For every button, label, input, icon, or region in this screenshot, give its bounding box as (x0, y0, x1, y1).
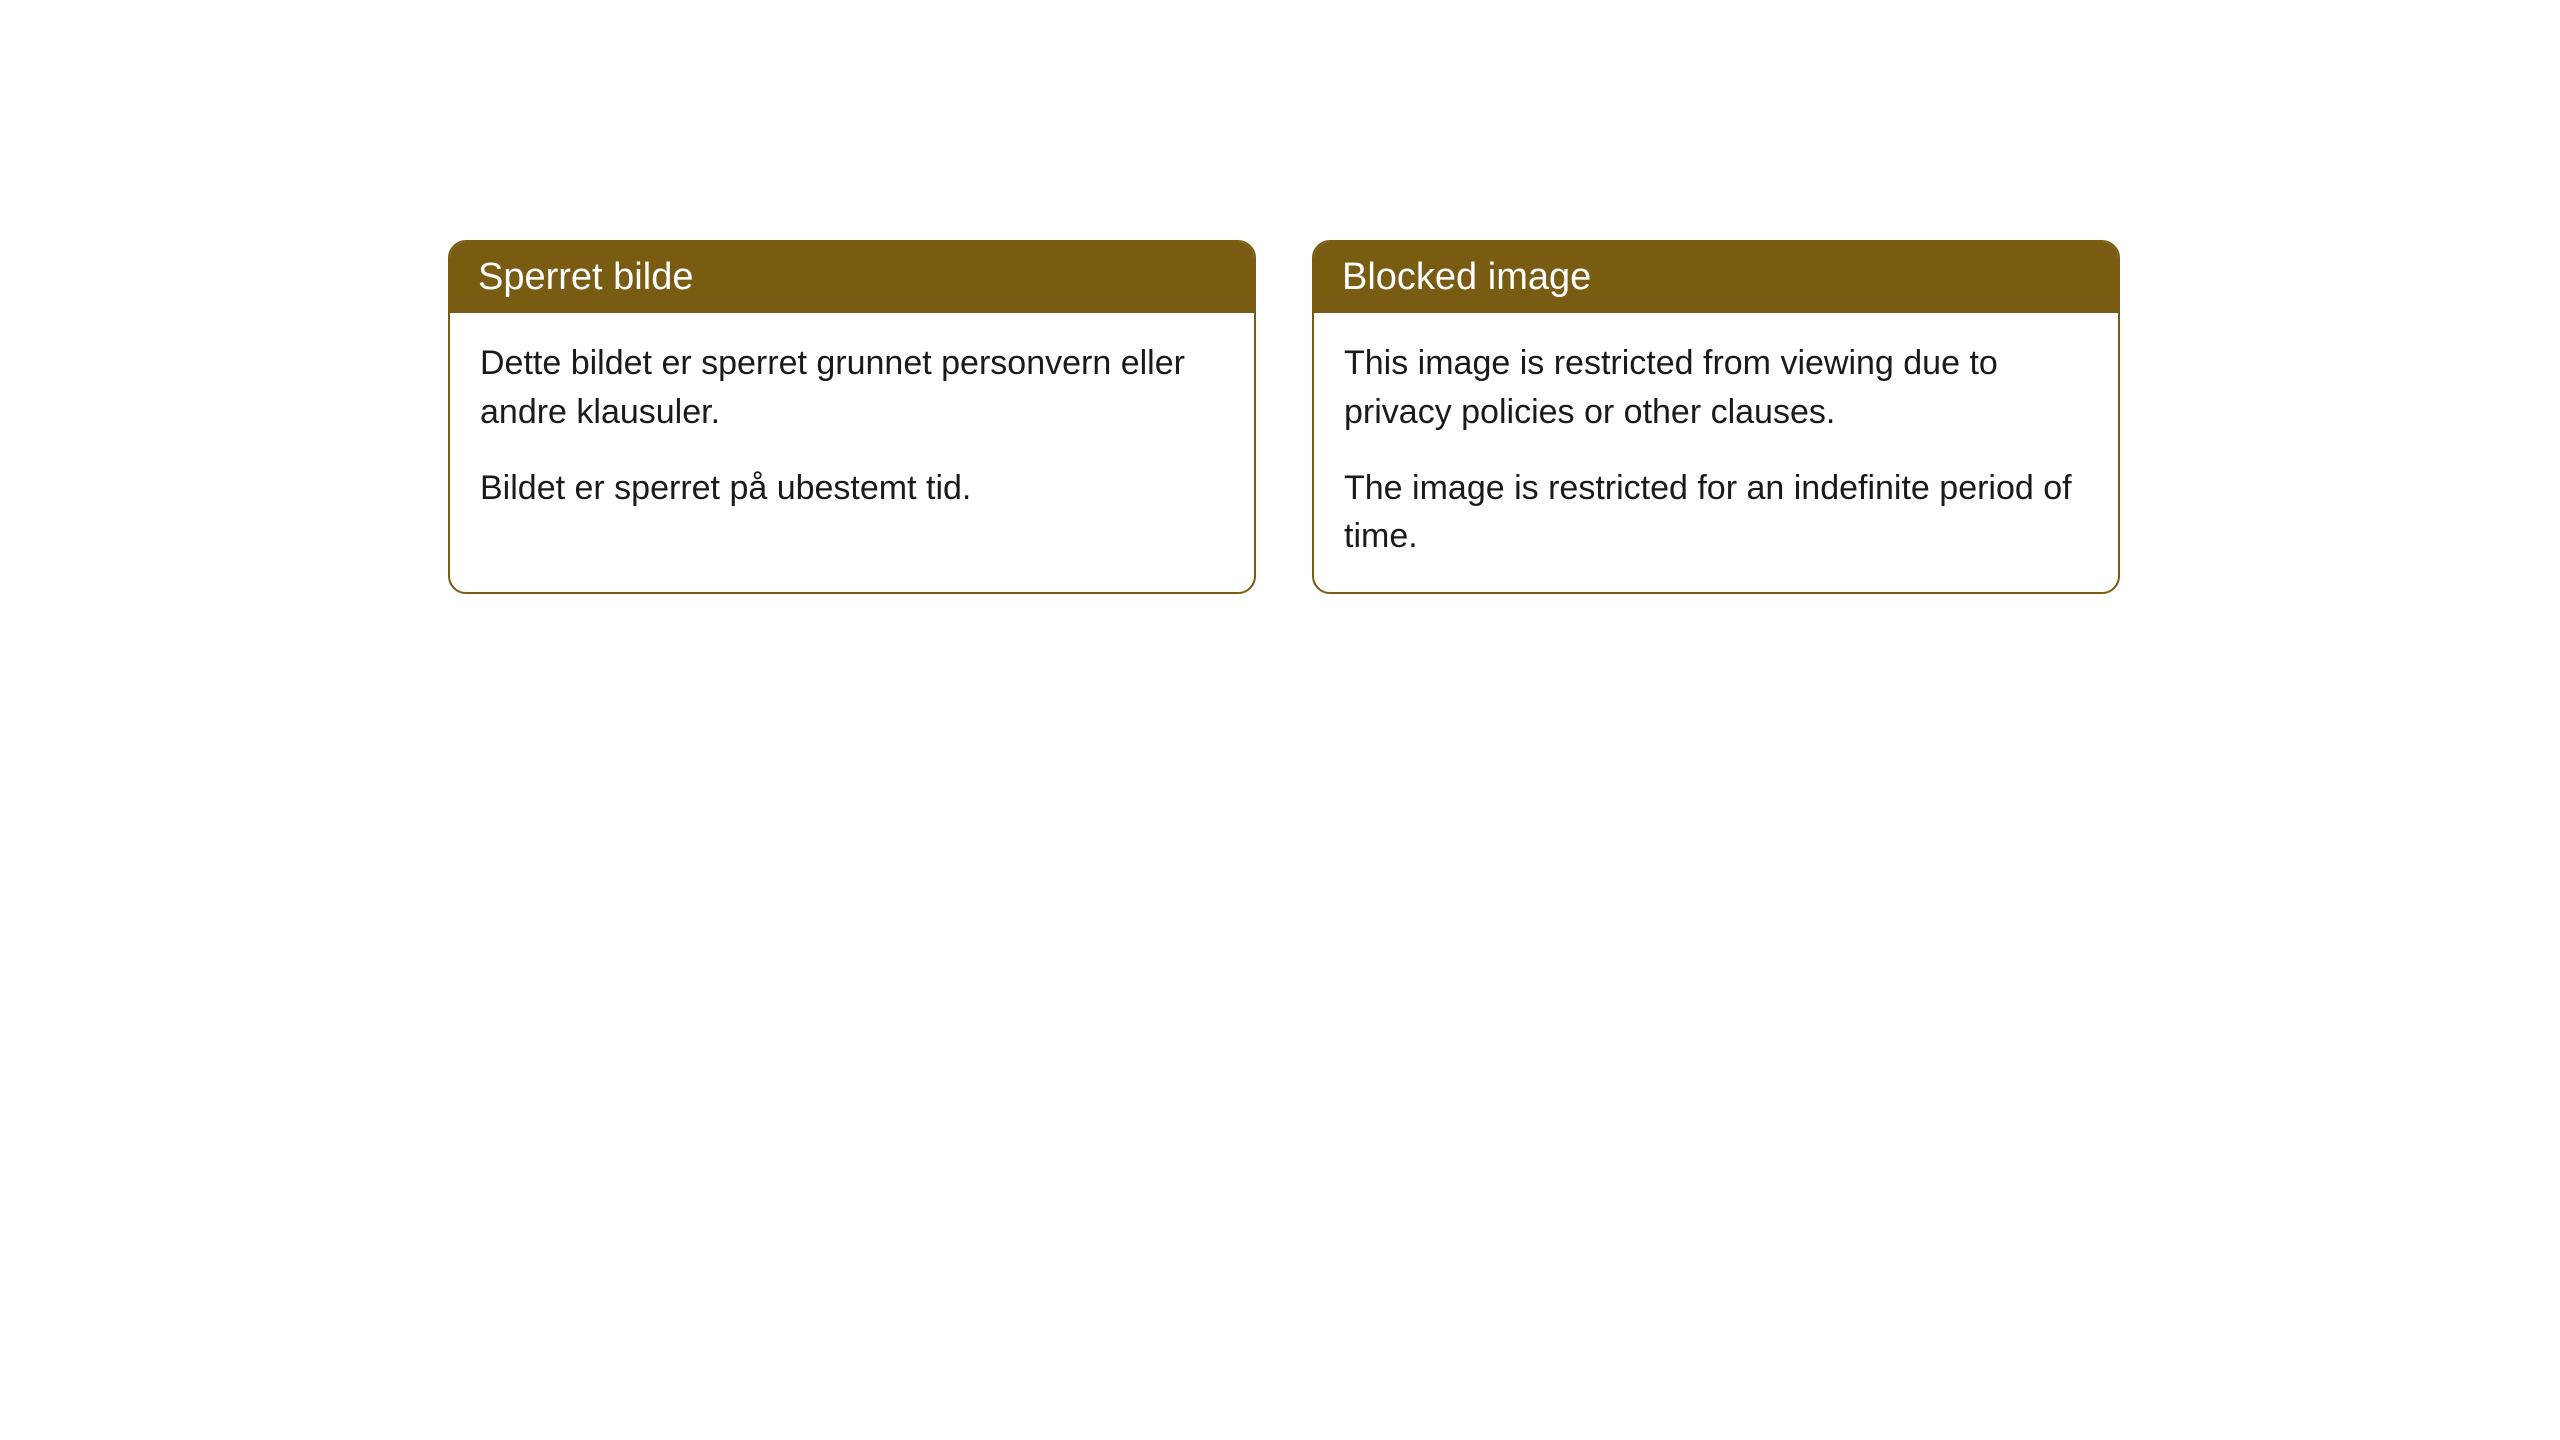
card-body-english: This image is restricted from viewing du… (1314, 313, 2118, 592)
card-header-norwegian: Sperret bilde (450, 242, 1254, 313)
card-body-norwegian: Dette bildet er sperret grunnet personve… (450, 313, 1254, 544)
card-text-2: Bildet er sperret på ubestemt tid. (480, 464, 1224, 512)
card-text-1: This image is restricted from viewing du… (1344, 339, 2088, 436)
cards-container: Sperret bilde Dette bildet er sperret gr… (448, 240, 2120, 594)
card-text-2: The image is restricted for an indefinit… (1344, 464, 2088, 561)
card-text-1: Dette bildet er sperret grunnet personve… (480, 339, 1224, 436)
card-english: Blocked image This image is restricted f… (1312, 240, 2120, 594)
card-norwegian: Sperret bilde Dette bildet er sperret gr… (448, 240, 1256, 594)
card-header-english: Blocked image (1314, 242, 2118, 313)
